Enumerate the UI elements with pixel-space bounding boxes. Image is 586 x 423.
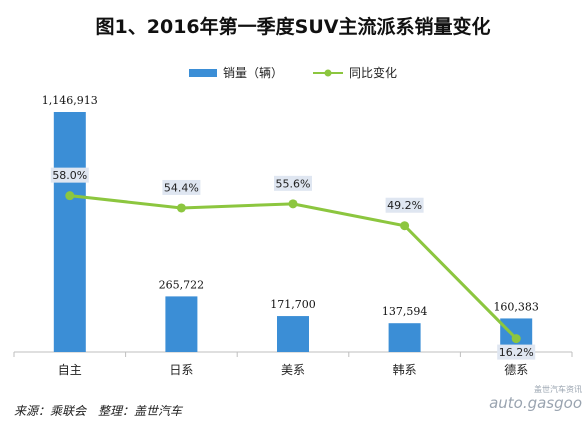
- legend-label-sales: 销量（辆）: [222, 66, 283, 80]
- yoy-point-3: [400, 221, 410, 231]
- x-tick-label: 自主: [58, 363, 82, 377]
- yoy-point-0: [65, 191, 75, 201]
- yoy-value-label: 54.4%: [164, 181, 199, 194]
- yoy-point-4: [511, 334, 521, 344]
- bar-value-label: 1,146,913: [42, 94, 98, 107]
- yoy-value-label: 49.2%: [387, 199, 422, 212]
- bar-3: [388, 323, 421, 352]
- legend-item-sales: 销量（辆）: [188, 64, 283, 81]
- yoy-point-2: [288, 199, 298, 209]
- yoy-label-box: [385, 197, 424, 213]
- legend-label-yoy: 同比变化: [349, 66, 398, 80]
- legend-bar-swatch: [188, 68, 217, 77]
- x-tick-label: 美系: [281, 363, 305, 377]
- bar-value-label: 171,700: [270, 298, 316, 311]
- x-tick-label: 德系: [504, 362, 528, 377]
- x-tick-label: 日系: [169, 363, 193, 377]
- yoy-label-box: [162, 179, 201, 195]
- yoy-value-label: 16.2%: [499, 346, 534, 359]
- bar-0: [53, 112, 86, 352]
- bar-value-label: 137,594: [382, 305, 428, 318]
- bar-2: [277, 316, 309, 352]
- legend: 销量（辆） 同比变化: [0, 64, 586, 81]
- x-tick-label: 韩系: [393, 362, 417, 377]
- watermark: 盖世汽车资讯 auto.gasgoo: [482, 385, 582, 412]
- yoy-point-1: [176, 203, 186, 213]
- yoy-label-box: [50, 167, 89, 183]
- legend-line-swatch: [313, 69, 343, 76]
- yoy-label-box: [497, 344, 536, 360]
- yoy-value-label: 58.0%: [52, 169, 87, 182]
- yoy-value-label: 55.6%: [276, 177, 311, 190]
- watermark-bottom: auto.gasgoo: [489, 393, 582, 412]
- legend-item-yoy: 同比变化: [313, 64, 397, 81]
- bar-value-label: 160,383: [493, 300, 539, 313]
- watermark-top: 盖世汽车资讯: [534, 385, 582, 394]
- bar-1: [165, 296, 198, 352]
- source-note: 来源：乘联会 整理：盖世汽车: [14, 404, 183, 418]
- yoy-label-box: [274, 175, 312, 191]
- bar-value-label: 265,722: [159, 278, 205, 291]
- chart-title: 图1、2016年第一季度SUV主流派系销量变化: [95, 16, 491, 38]
